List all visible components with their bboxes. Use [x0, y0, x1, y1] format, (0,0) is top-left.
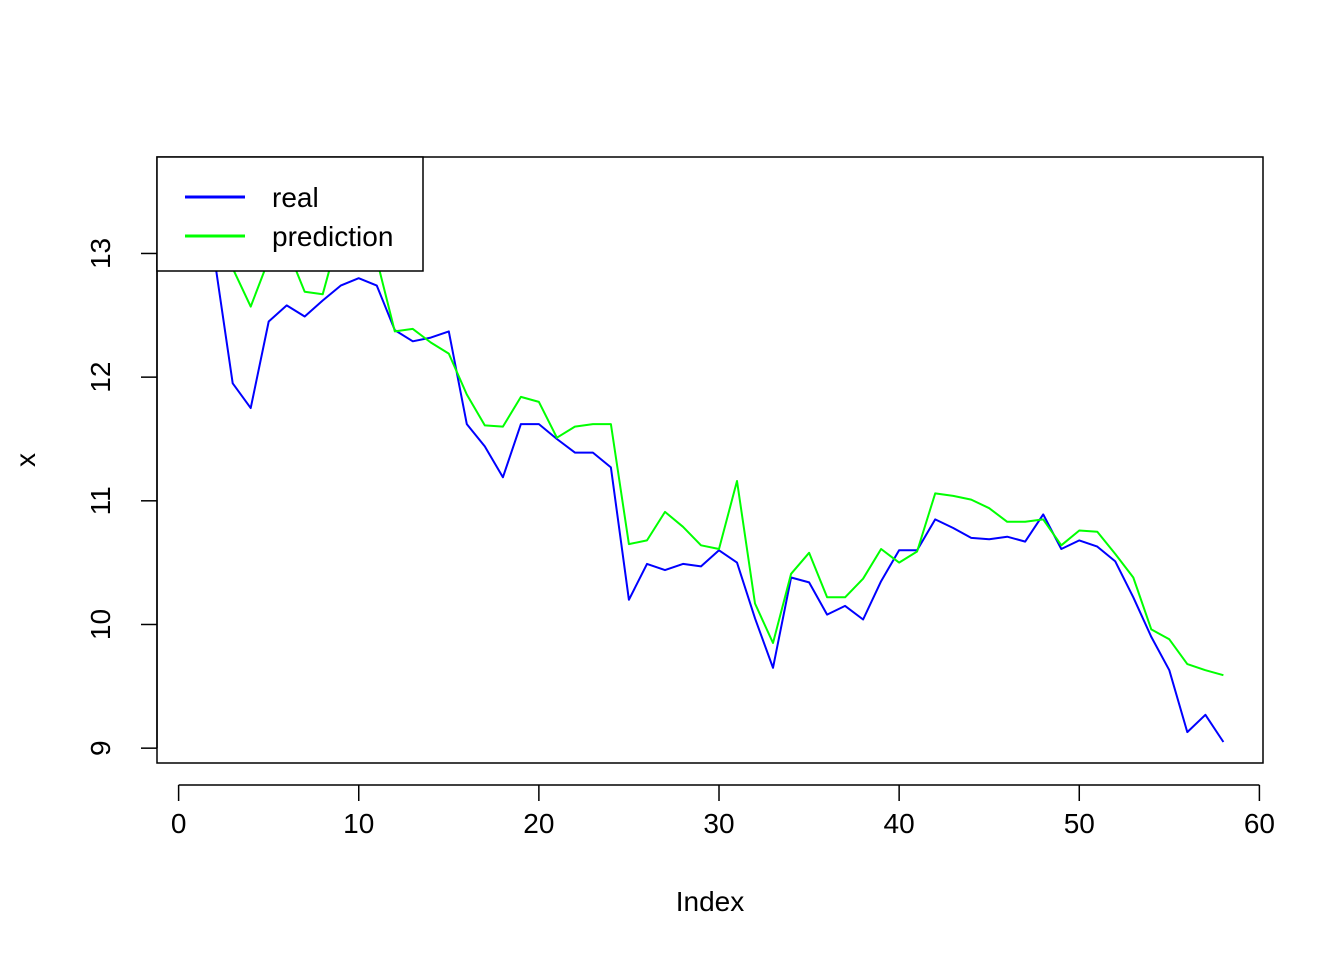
legend-box	[156, 156, 424, 272]
legend: real prediction	[156, 156, 424, 272]
series-layer	[195, 203, 1225, 743]
x-tick-label: 60	[1244, 808, 1275, 839]
x-tick-label: 10	[343, 808, 374, 839]
y-axis: 9 10 11 12 13	[85, 238, 158, 756]
y-tick-label: 12	[85, 362, 116, 393]
legend-label-real: real	[272, 182, 319, 213]
y-tick-label: 9	[85, 740, 116, 756]
x-axis: 0 10 20 30 40 50 60	[171, 784, 1275, 839]
y-tick-label: 13	[85, 238, 116, 269]
x-tick-label: 20	[523, 808, 554, 839]
x-tick-label: 30	[703, 808, 734, 839]
legend-label-prediction: prediction	[272, 221, 393, 252]
x-axis-label: Index	[676, 886, 745, 917]
y-tick-label: 10	[85, 609, 116, 640]
x-tick-label: 0	[171, 808, 187, 839]
y-tick-label: 11	[85, 486, 116, 515]
series-line-real	[195, 203, 1225, 743]
x-tick-label: 50	[1064, 808, 1095, 839]
y-axis-label: x	[10, 453, 41, 467]
series-line-prediction	[195, 203, 1224, 677]
x-tick-label: 40	[884, 808, 915, 839]
